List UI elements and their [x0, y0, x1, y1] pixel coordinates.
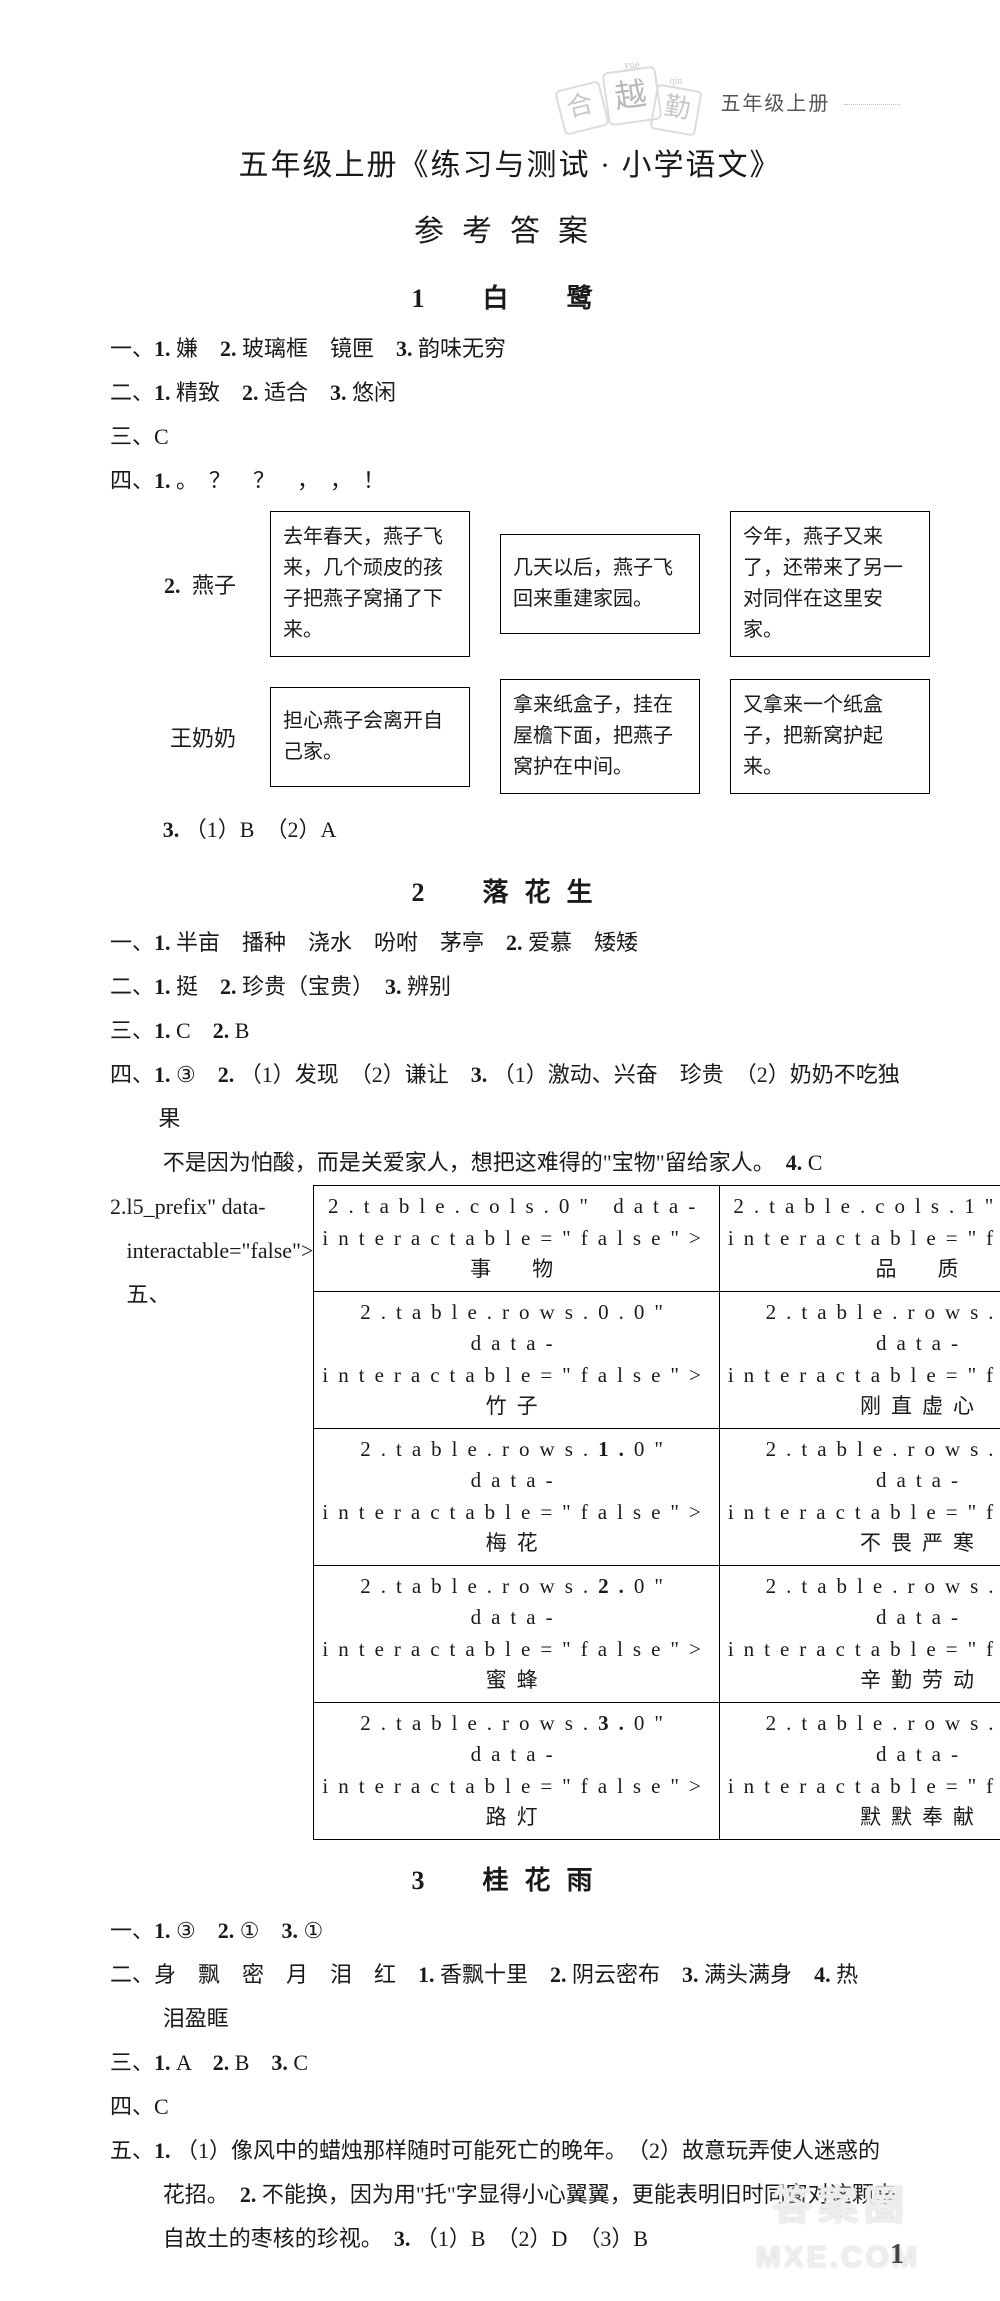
- table-cell: 2.table.rows.1.1" data-interactable="fal…: [719, 1428, 1000, 1565]
- page-root: 合 yuè 越 qín 勤 五年级上册 五年级上册《练习与测试 · 小学语文》 …: [0, 0, 1000, 2301]
- s1-line-5: 3. （1）B （2）A: [110, 808, 910, 852]
- s1-line-2: 二、1. 精致 2. 适合 3. 悠闲: [110, 371, 910, 415]
- table-row: 2.table.rows.0.0" data-interactable="fal…: [314, 1291, 1000, 1428]
- s1-line-4: 四、1. 。 ？ ？ ， ， ！: [110, 459, 910, 503]
- table-cell: 2.table.rows.0.0" data-interactable="fal…: [314, 1291, 719, 1428]
- header-dotline: [844, 104, 900, 105]
- s1-flow-box: 担心燕子会离开自己家。: [270, 687, 470, 787]
- section-2-heading: 2 落花生: [110, 872, 910, 909]
- quality-table: 2.table.cols.0" data-interactable="false…: [313, 1185, 1000, 1840]
- s3-line-1: 一、1. ③ 2. ① 3. ①: [110, 1909, 910, 1953]
- stamp-ruby-1: yuè: [624, 59, 640, 71]
- s1-flow-box: 拿来纸盒子，挂在屋檐下面，把燕子窝护在中间。: [500, 679, 700, 794]
- s2-line-2: 二、1. 挺 2. 珍贵（宝贵） 3. 辨别: [110, 965, 910, 1009]
- s1-flow-label-swallow: 2. 燕子: [150, 568, 240, 600]
- s3-line-4: 四、C: [110, 2085, 910, 2129]
- s1-flow-label-grandma: 王奶奶: [150, 721, 240, 753]
- s2-line-4a: 四、1. ③ 2. （1）发现 （2）谦让 3. （1）激动、兴奋 珍贵 （2）…: [110, 1053, 910, 1141]
- table-cell: 2.table.rows.2.0" data-interactable="fal…: [314, 1565, 719, 1702]
- s3-line-3: 三、1. A 2. B 3. C: [110, 2041, 910, 2085]
- table-cell: 2.table.rows.0.1" data-interactable="fal…: [719, 1291, 1000, 1428]
- s3-line-5a: 五、1. （1）像风中的蜡烛那样随时可能死亡的晚年。 （2）故意玩弄使人迷惑的: [110, 2129, 910, 2173]
- table-cell: 2.table.rows.1.0" data-interactable="fal…: [314, 1428, 719, 1565]
- table-cell: 2.table.rows.3.1" data-interactable="fal…: [719, 1702, 1000, 1839]
- s1-flow-box: 几天以后，燕子飞回来重建家园。: [500, 534, 700, 634]
- s1-flow-number: 2.: [164, 573, 181, 598]
- s2-table-wrap: 2.table.cols.0" data-interactable="false…: [313, 1185, 1000, 1840]
- table-row: 2.table.rows.1.0" data-interactable="fal…: [314, 1428, 1000, 1565]
- table-row: 2.table.rows.3.0" data-interactable="fal…: [314, 1702, 1000, 1839]
- s1-flow-box: 去年春天，燕子飞来，几个顽皮的孩子把燕子窝捅了下来。: [270, 511, 470, 657]
- watermark-text: 答案圈: [772, 2173, 910, 2231]
- stamp-ruby-2: qín: [670, 76, 683, 87]
- s3-line-2a: 二、身 飘 密 月 泪 红 1. 香飘十里 2. 阴云密布 3. 满头满身 4.…: [110, 1953, 910, 1997]
- stamp-char-1: 合: [564, 89, 596, 123]
- table-row: 2.table.rows.2.0" data-interactable="fal…: [314, 1565, 1000, 1702]
- stamp-char-2: 越: [613, 75, 650, 115]
- s2-q5-prefix: 2.: [110, 1185, 127, 1229]
- stamp-char-3: 勤: [663, 91, 694, 124]
- table-header-cell: 2.table.cols.0" data-interactable="false…: [314, 1186, 719, 1292]
- grade-label: 五年级上册: [720, 87, 900, 116]
- s1-flow-box: 今年，燕子又来了，还带来了另一对同伴在这里安家。: [730, 511, 930, 657]
- section-1-heading: 1 白 鹭: [110, 278, 910, 315]
- s2-line-4b: 不是因为怕酸，而是关爱家人，想把这难得的"宝物"留给家人。 4. C: [110, 1141, 910, 1185]
- document-subtitle: 参考答案: [110, 206, 910, 250]
- document-title: 五年级上册《练习与测试 · 小学语文》: [110, 140, 910, 184]
- grade-label-text: 五年级上册: [720, 93, 830, 115]
- table-cell: 2.table.rows.3.0" data-interactable="fal…: [314, 1702, 719, 1839]
- header-block: 合 yuè 越 qín 勤 五年级上册: [554, 56, 900, 146]
- s3-line-2b: 泪盈眶: [110, 1997, 910, 2041]
- page-number: 1: [890, 2239, 904, 2271]
- table-header-cell: 2.table.cols.1" data-interactable="false…: [719, 1186, 1000, 1292]
- section-3-heading: 3 桂花雨: [110, 1860, 910, 1897]
- s1-line-3: 三、C: [110, 415, 910, 459]
- s2-line-5-row: 2.l5_prefix" data-interactable="false">五…: [110, 1185, 910, 1840]
- s1-flow-grid: 2. 燕子 去年春天，燕子飞来，几个顽皮的孩子把燕子窝捅了下来。 几天以后，燕子…: [150, 511, 910, 794]
- diligence-stamp: 合 yuè 越 qín 勤: [554, 56, 704, 146]
- s1-flow-box: 又拿来一个纸盒子，把新窝护起来。: [730, 679, 930, 794]
- table-cell: 2.table.rows.2.1" data-interactable="fal…: [719, 1565, 1000, 1702]
- s1-line-1: 一、1. 嫌 2. 玻璃框 镜匣 3. 韵味无穷: [110, 327, 910, 371]
- s2-line-3: 三、1. C 2. B: [110, 1009, 910, 1053]
- table-row: 2.table.cols.0" data-interactable="false…: [314, 1186, 1000, 1292]
- s2-line-1: 一、1. 半亩 播种 浇水 吩咐 茅亭 2. 爱慕 矮矮: [110, 921, 910, 965]
